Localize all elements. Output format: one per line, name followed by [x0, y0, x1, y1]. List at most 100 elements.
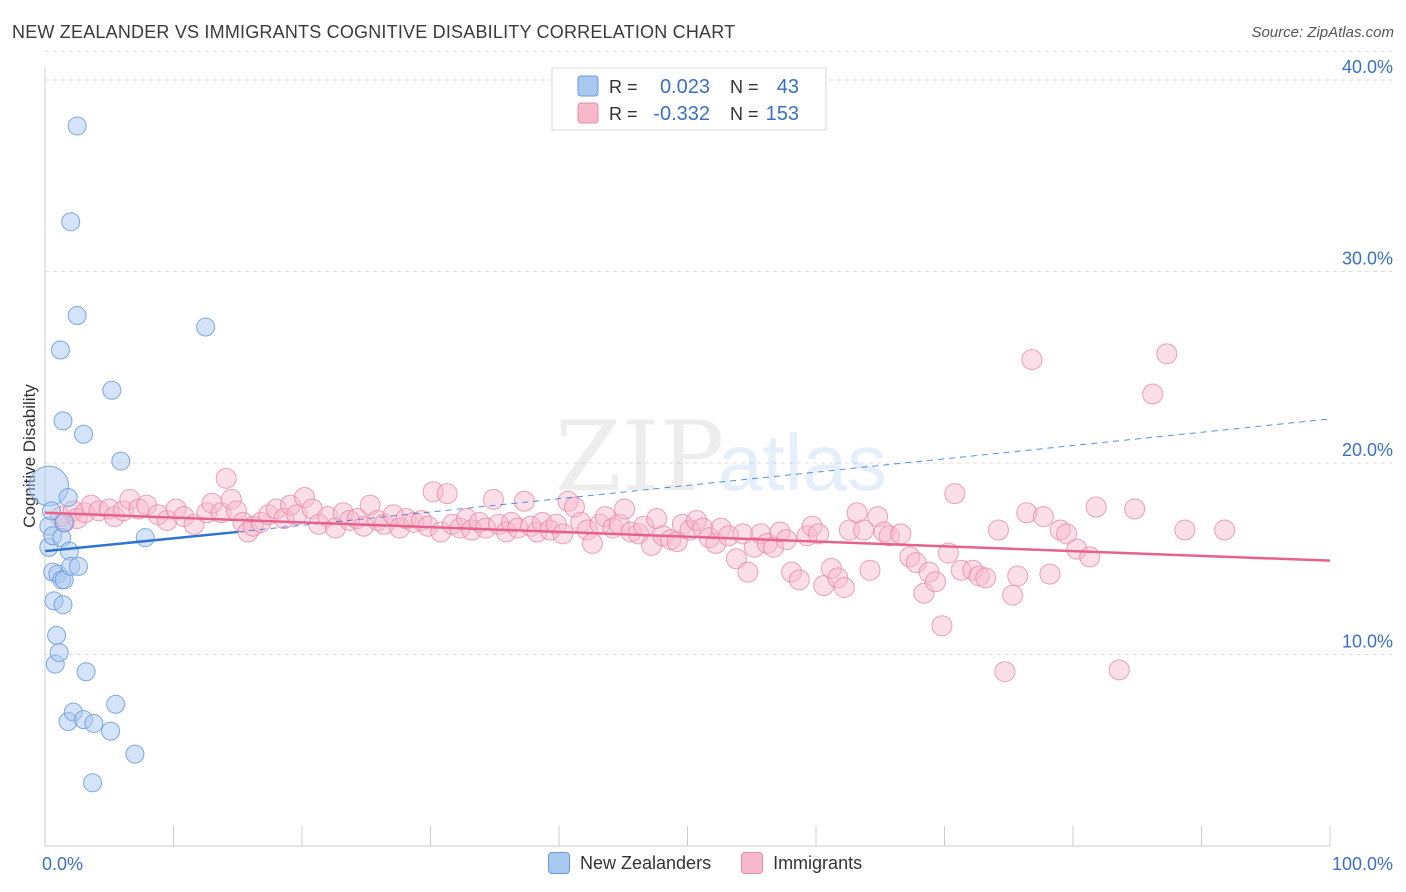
y-tick-label-20: 20.0%: [1342, 440, 1393, 460]
point-immigrants-33: [294, 486, 316, 508]
point-immigrants-112: [813, 575, 835, 597]
point-immigrants-145: [1056, 523, 1078, 545]
point-immigrants-58: [468, 511, 490, 533]
point-immigrants-142: [1032, 506, 1054, 528]
axes: [44, 68, 1331, 847]
point-new-zealanders-15: [53, 595, 73, 615]
point-new-zealanders-11: [50, 340, 70, 360]
point-new-zealanders-31: [84, 713, 104, 733]
point-immigrants-123: [890, 523, 912, 545]
point-immigrants-136: [987, 519, 1009, 541]
point-immigrants-152: [1156, 343, 1178, 365]
source-credit: Source: ZipAtlas.com: [1251, 24, 1394, 41]
point-new-zealanders-26: [68, 556, 88, 576]
point-immigrants-141: [1021, 349, 1043, 371]
point-new-zealanders-38: [196, 317, 216, 337]
point-immigrants-42: [359, 494, 381, 516]
point-immigrants-100: [737, 561, 759, 583]
legend-top: R = 0.023 N = 43 R = -0.332 N = 153: [551, 67, 827, 131]
trendline-immigrants: [44, 511, 1331, 562]
point-new-zealanders-29: [76, 662, 96, 682]
point-immigrants-101: [743, 536, 765, 558]
point-immigrants-76: [581, 532, 603, 554]
point-immigrants-147: [1079, 546, 1101, 568]
legend-label-immigrants: Immigrants: [773, 852, 863, 873]
legend-n-label-pink: N =: [730, 104, 759, 124]
legend-swatch-pink: [577, 102, 599, 124]
trendline-new-zealanders: [44, 530, 238, 553]
point-immigrants-130: [937, 542, 959, 564]
point-immigrants-138: [1002, 584, 1024, 606]
point-immigrants-140: [1016, 502, 1038, 524]
point-new-zealanders-37: [135, 528, 155, 548]
x-tick-labels: 0.0% 100.0%: [42, 854, 1393, 874]
point-immigrants-128: [925, 571, 947, 593]
point-immigrants-135: [975, 567, 997, 589]
watermark: ZIP atlas: [555, 401, 887, 513]
point-immigrants-108: [788, 569, 810, 591]
legend-n-value-blue: 43: [777, 76, 799, 98]
point-new-zealanders-14: [53, 411, 73, 431]
point-immigrants-107: [781, 561, 803, 583]
point-immigrants-126: [913, 582, 935, 604]
point-immigrants-72: [557, 490, 579, 512]
point-new-zealanders-34: [106, 694, 126, 714]
point-immigrants-139: [1007, 565, 1029, 587]
point-new-zealanders-36: [125, 744, 145, 764]
legend-r-label-pink: R =: [609, 104, 638, 124]
y-axis-label: Cognitive Disability: [20, 384, 39, 528]
point-new-zealanders-8: [47, 625, 67, 645]
point-immigrants-15: [165, 498, 187, 520]
point-immigrants-146: [1066, 538, 1088, 560]
point-new-zealanders-16: [54, 512, 74, 532]
points-new-zealanders: [28, 116, 216, 793]
point-immigrants-75: [576, 519, 598, 541]
legend-r-label-blue: R =: [609, 77, 638, 97]
point-new-zealanders-22: [61, 212, 81, 232]
point-immigrants-149: [1108, 659, 1130, 681]
legend-n-label-blue: N =: [730, 77, 759, 97]
point-immigrants-115: [833, 576, 855, 598]
watermark-atlas: atlas: [718, 418, 887, 507]
point-immigrants-53: [436, 483, 458, 505]
point-immigrants-124: [899, 546, 921, 568]
y-tick-label-40: 40.0%: [1342, 57, 1393, 77]
point-immigrants-30: [273, 508, 295, 530]
y-tick-label-10: 10.0%: [1342, 632, 1393, 652]
legend-r-value-pink: -0.332: [653, 103, 710, 125]
x-tick-label-min: 0.0%: [42, 854, 83, 874]
point-immigrants-62: [495, 521, 517, 543]
point-immigrants-71: [552, 523, 574, 545]
legend-item-new-zealanders[interactable]: New Zealanders: [548, 852, 711, 874]
legend-swatch-new-zealanders: [548, 852, 570, 874]
y-tick-label-30: 30.0%: [1342, 249, 1393, 269]
point-new-zealanders-27: [74, 424, 94, 444]
point-immigrants-81: [614, 498, 636, 520]
point-immigrants-111: [808, 523, 830, 545]
gridlines: [45, 50, 1392, 655]
point-immigrants-137: [994, 661, 1016, 683]
point-immigrants-144: [1049, 519, 1071, 541]
point-immigrants-98: [725, 548, 747, 570]
point-new-zealanders-18: [58, 487, 78, 507]
point-new-zealanders-35: [111, 451, 131, 471]
point-immigrants-22: [220, 488, 242, 510]
point-new-zealanders-30: [83, 773, 103, 793]
x-tick-label-max: 100.0%: [1332, 854, 1393, 874]
point-immigrants-119: [859, 559, 881, 581]
point-immigrants-143: [1039, 563, 1061, 585]
point-immigrants-118: [853, 519, 875, 541]
point-new-zealanders-25: [67, 306, 87, 326]
point-new-zealanders-24: [67, 116, 87, 136]
y-tick-labels: 10.0% 20.0% 30.0% 40.0%: [1342, 57, 1393, 652]
point-immigrants-60: [482, 488, 504, 510]
point-immigrants-129: [931, 615, 953, 637]
point-immigrants-133: [962, 559, 984, 581]
legend-bottom: New Zealanders Immigrants: [548, 852, 892, 874]
legend-n-value-pink: 153: [766, 103, 799, 125]
point-immigrants-153: [1174, 519, 1196, 541]
legend-item-immigrants[interactable]: Immigrants: [741, 852, 862, 874]
point-new-zealanders-3: [41, 501, 61, 521]
chart-title: NEW ZEALANDER VS IMMIGRANTS COGNITIVE DI…: [12, 22, 736, 42]
